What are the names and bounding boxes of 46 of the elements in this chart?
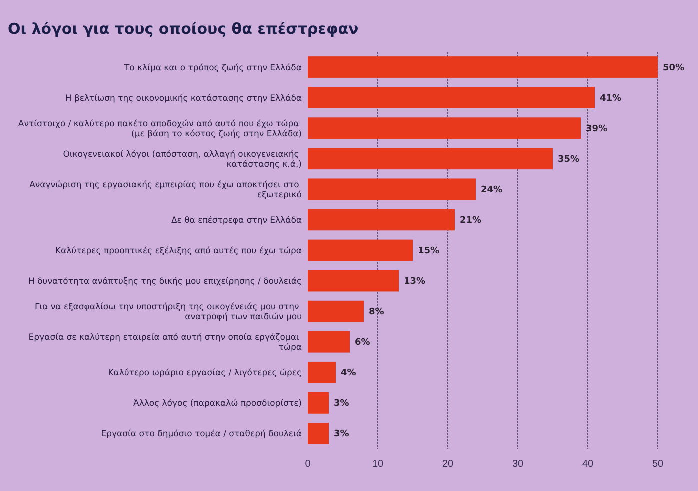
data-label: 3% xyxy=(334,399,350,410)
bar xyxy=(308,148,553,170)
bar xyxy=(308,362,336,384)
data-label: 3% xyxy=(334,430,350,440)
y-tick-label: Οικογενειακοί λόγοι (απόσταση, αλλαγή οικογενειακής κατάστασης κ.ά.) xyxy=(63,150,302,170)
x-tick-label: 20 xyxy=(442,459,454,470)
data-label: 41% xyxy=(600,94,622,104)
y-tick-label: Καλύτερο ωράριο εργασίας / λιγότερες ώρες xyxy=(108,368,302,379)
y-tick-label: Εργασία σε καλύτερη εταιρεία από αυτή στην οποία εργάζομαι τώρα xyxy=(28,333,302,354)
data-label: 13% xyxy=(404,277,426,288)
x-tick-label: 10 xyxy=(372,459,384,470)
y-tick-label: Καλύτερες προοπτικές εξέλιξης από αυτές που έχω τώρα xyxy=(55,246,302,256)
y-tick-label: Η δυνατότητα ανάπτυξης της δικής μου επιχείρησης / δουλειάς xyxy=(28,277,302,288)
bar xyxy=(308,270,399,292)
data-label: 6% xyxy=(355,338,370,348)
text: Οι λόγοι για τους οποίους θα επέστρεφαν xyxy=(8,20,359,38)
y-tick-label: Η βελτίωση της οικονομικής κατάστασης στην Ελλάδα xyxy=(65,94,302,104)
bar xyxy=(308,209,455,231)
data-label: 39% xyxy=(586,124,608,134)
bar xyxy=(308,331,350,353)
bar xyxy=(308,423,329,444)
data-label: 35% xyxy=(558,154,580,165)
y-tick-label: Για να εξασφαλίσω την υποστήριξη της οικογένειάς μου στην ανατροφή των παιδιών μου xyxy=(35,302,302,323)
y-tick-label: Εργασία στο δημόσιο τομέα / σταθερή δουλειά xyxy=(101,430,302,440)
bar xyxy=(308,87,595,108)
x-tick-label: 0 xyxy=(305,459,312,470)
bar xyxy=(308,300,364,322)
y-tick-label: Δε θα επέστρεφα στην Ελλάδα xyxy=(171,216,302,226)
bar xyxy=(308,56,658,78)
data-label: 4% xyxy=(341,368,356,379)
bar xyxy=(308,178,476,200)
y-tick-label: Αναγνώριση της εργασιακής εμπειρίας που έχω αποκτήσει στο εξωτερικό xyxy=(30,180,302,200)
data-label: 21% xyxy=(460,216,482,226)
x-tick-label: 50 xyxy=(652,459,664,470)
x-tick-label: 30 xyxy=(512,459,524,470)
bar xyxy=(308,392,329,414)
data-label: 50% xyxy=(663,63,685,74)
y-tick-label: Άλλος λόγος (παρακαλώ προσδιορίστε) xyxy=(133,399,302,410)
y-tick-label: Το κλίμα και ο τρόπος ζωής στην Ελλάδα xyxy=(123,63,302,74)
bar xyxy=(308,240,413,262)
data-label: 15% xyxy=(418,246,440,256)
y-tick-label: Αντίστοιχο / καλύτερο πακέτο αποδοχών από αυτό που έχω τώρα (με βάση το κόστος ζωής στην Ελλάδα) xyxy=(18,119,302,140)
x-tick-label: 40 xyxy=(582,459,594,470)
data-label: 8% xyxy=(369,308,384,318)
bar xyxy=(308,118,581,140)
data-label: 24% xyxy=(481,185,503,196)
